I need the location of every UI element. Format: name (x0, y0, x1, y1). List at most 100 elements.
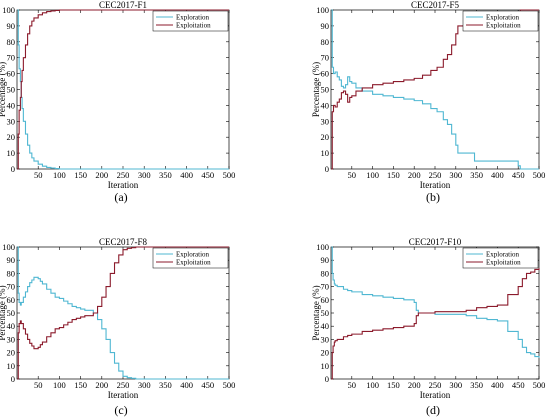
chart-panel-1: 0 10 20 30 40 50 60 70 80 90 100 50 100 150 200 250 300 3… (0, 0, 235, 204)
y-tick-label: 30 (321, 334, 330, 344)
x-tick-label: 500 (223, 170, 236, 180)
x-tick-label: 200 (408, 170, 421, 180)
legend-label-exploration: Exploration (486, 13, 520, 21)
x-tick-label: 250 (117, 170, 130, 180)
x-tick-label: 50 (348, 170, 357, 180)
legend-box (462, 247, 539, 269)
y-tick-label: 80 (321, 37, 330, 47)
y-tick-label: 80 (7, 268, 16, 278)
exploration-series-line (17, 9, 229, 170)
x-tick-label: 100 (366, 380, 379, 390)
legend-label-exploitation: Exploitation (486, 21, 521, 29)
exploitation-series-line (331, 268, 540, 380)
x-axis-label: Iteration (420, 390, 451, 400)
x-axis-label: Iteration (420, 180, 451, 190)
legend-label-exploitation: Exploitation (176, 21, 211, 29)
x-tick-label: 150 (387, 170, 400, 180)
x-tick-label: 300 (138, 170, 151, 180)
y-tick-label: 40 (7, 100, 16, 110)
x-tick-label: 500 (533, 380, 546, 390)
y-tick-label: 60 (321, 69, 330, 79)
x-axis-label: Iteration (108, 390, 139, 400)
legend-box (462, 10, 539, 32)
x-tick-label: 400 (180, 380, 193, 390)
y-tick-label: 70 (7, 53, 16, 63)
plot-area-frame (16, 9, 230, 170)
y-tick-label: 0 (325, 374, 329, 384)
x-tick-label: 250 (429, 380, 442, 390)
x-tick-label: 200 (95, 380, 108, 390)
chart-title: CEC2017-F1 (99, 0, 147, 10)
x-tick-label: 500 (533, 170, 546, 180)
exploitation-series-line (17, 246, 229, 380)
y-tick-label: 10 (7, 361, 16, 371)
exploration-series-line (331, 246, 540, 358)
y-tick-label: 10 (321, 361, 330, 371)
y-tick-label: 20 (7, 348, 16, 358)
y-tick-label: 70 (321, 53, 330, 63)
x-tick-label: 150 (387, 380, 400, 390)
y-tick-label: 100 (316, 242, 329, 252)
exploration-series-line (17, 246, 229, 380)
x-tick-label: 250 (429, 170, 442, 180)
chart-title: CEC2017-F8 (99, 237, 148, 247)
chart-panel-3: 0 10 20 30 40 50 60 70 80 90 100 50 100 150 200 250 300 3… (0, 237, 235, 417)
legend-box (152, 10, 229, 32)
subfigure-caption: (c) (114, 403, 127, 417)
x-tick-label: 500 (223, 380, 236, 390)
x-tick-label: 400 (491, 170, 504, 180)
x-tick-label: 450 (201, 380, 214, 390)
y-tick-label: 30 (321, 116, 330, 126)
subfigure-caption: (a) (114, 190, 127, 204)
y-tick-label: 50 (321, 308, 330, 318)
x-tick-label: 450 (512, 380, 525, 390)
x-tick-label: 100 (366, 170, 379, 180)
y-tick-label: 50 (7, 308, 16, 318)
y-tick-label: 70 (7, 282, 16, 292)
y-tick-label: 60 (321, 295, 330, 305)
y-tick-label: 90 (7, 21, 16, 31)
y-tick-label: 80 (7, 37, 16, 47)
exploration-series-line (331, 9, 539, 170)
x-tick-label: 150 (74, 170, 87, 180)
y-tick-label: 20 (321, 348, 330, 358)
y-tick-label: 50 (7, 85, 16, 95)
y-tick-label: 70 (321, 282, 330, 292)
x-axis-label: Iteration (108, 180, 139, 190)
chart-title: CEC2017-F5 (411, 0, 460, 10)
y-tick-label: 40 (321, 100, 330, 110)
y-tick-label: 60 (7, 69, 16, 79)
x-tick-label: 450 (201, 170, 214, 180)
y-tick-label: 40 (321, 321, 330, 331)
y-tick-label: 100 (316, 5, 329, 15)
y-tick-label: 20 (321, 132, 330, 142)
chart-panel-2: 0 10 20 30 40 50 60 70 80 90 100 50 100 150 200 250 300 3… (311, 0, 545, 204)
y-axis-label: Percentage (%) (0, 62, 7, 117)
y-tick-label: 100 (2, 5, 15, 15)
x-tick-label: 400 (491, 380, 504, 390)
y-axis-label: Percentage (%) (311, 62, 321, 117)
x-tick-label: 200 (95, 170, 108, 180)
y-tick-label: 0 (11, 374, 15, 384)
x-tick-label: 300 (138, 380, 151, 390)
exploitation-series-line (331, 9, 539, 170)
y-tick-label: 60 (7, 295, 16, 305)
subfigure-caption: (b) (426, 190, 440, 204)
subfigure-caption: (d) (426, 403, 440, 417)
legend-label-exploration: Exploration (176, 250, 210, 258)
y-tick-label: 90 (321, 255, 330, 265)
x-tick-label: 250 (117, 380, 130, 390)
x-tick-label: 50 (348, 380, 357, 390)
x-tick-label: 450 (512, 170, 525, 180)
x-tick-label: 300 (449, 380, 462, 390)
y-tick-label: 100 (2, 242, 15, 252)
chart-title: CEC2017-F10 (409, 237, 462, 247)
x-tick-label: 50 (34, 380, 43, 390)
legend-box (152, 247, 229, 269)
y-tick-label: 50 (321, 85, 330, 95)
